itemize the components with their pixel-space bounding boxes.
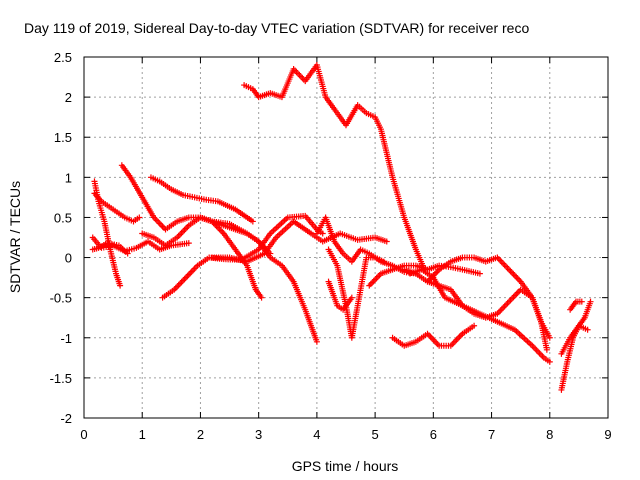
- data-point: [383, 238, 390, 245]
- series-track-9: [197, 214, 320, 345]
- y-tick-label: -2: [60, 411, 72, 426]
- x-tick-label: 1: [139, 427, 146, 442]
- x-tick-label: 0: [80, 427, 87, 442]
- y-tick-label: -1.5: [50, 371, 72, 386]
- x-tick-label: 6: [430, 427, 437, 442]
- data-point: [124, 250, 131, 257]
- data-point: [313, 338, 320, 345]
- x-tick-label: 8: [546, 427, 553, 442]
- series-track-11: [241, 62, 428, 273]
- data-point: [578, 298, 585, 305]
- x-tick-label: 9: [604, 427, 611, 442]
- series-track-10: [209, 218, 390, 265]
- series-track-2: [91, 190, 143, 225]
- series-track-22: [567, 298, 585, 313]
- data-point: [471, 322, 478, 329]
- series-track-19: [424, 278, 550, 353]
- y-tick-label: -1: [60, 331, 72, 346]
- series-track-15: [366, 262, 483, 289]
- data-series: [89, 62, 594, 393]
- y-axis-label: SDTVAR / TECUs: [7, 181, 23, 293]
- data-point: [546, 334, 553, 341]
- series-track-4: [89, 240, 131, 257]
- series-track-13: [325, 246, 387, 341]
- x-tick-label: 3: [255, 427, 262, 442]
- x-tick-label: 7: [488, 427, 495, 442]
- data-point: [476, 270, 483, 277]
- data-point: [258, 294, 265, 301]
- data-point: [319, 230, 326, 237]
- x-tick-label: 4: [313, 427, 320, 442]
- series-track-16: [389, 322, 478, 349]
- series-track-8: [159, 212, 326, 301]
- series-track-21: [558, 322, 591, 357]
- data-point: [249, 218, 256, 225]
- y-tick-label: 2: [65, 90, 72, 105]
- series-track-14: [325, 278, 355, 313]
- data-point: [348, 294, 355, 301]
- y-tick-label: 0.5: [54, 210, 72, 225]
- y-tick-label: 1: [65, 170, 72, 185]
- x-tick-label: 2: [197, 427, 204, 442]
- data-point: [136, 214, 143, 221]
- y-tick-label: 0: [65, 251, 72, 266]
- data-point: [380, 258, 387, 265]
- data-point: [117, 282, 124, 289]
- data-point: [546, 358, 553, 365]
- y-tick-label: -0.5: [50, 291, 72, 306]
- x-tick-label: 5: [371, 427, 378, 442]
- axis-ticks: 0 1 2 3 4 5 6 7 8 9 -2 -1.5 -1 -0.5 0 0.5 1 1.5 2 2.5: [50, 50, 612, 442]
- data-point: [185, 240, 192, 247]
- series-track-6: [147, 174, 256, 225]
- data-point: [543, 346, 550, 353]
- x-axis-label: GPS time / hours: [292, 458, 399, 474]
- y-tick-label: 2.5: [54, 50, 72, 65]
- data-point: [587, 298, 594, 305]
- grid-lines: [84, 57, 608, 418]
- data-point: [584, 326, 591, 333]
- plot-frame: [83, 56, 609, 419]
- y-tick-label: 1.5: [54, 130, 72, 145]
- chart-title: Day 119 of 2019, Sidereal Day-to-day VTE…: [24, 20, 529, 36]
